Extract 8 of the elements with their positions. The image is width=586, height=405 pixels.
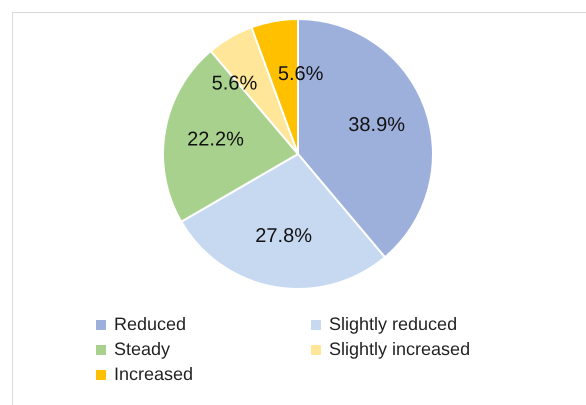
legend-label: Slightly reduced bbox=[328, 314, 458, 335]
data-label: 22.2% bbox=[187, 128, 244, 150]
data-label: 27.8% bbox=[255, 224, 312, 247]
legend-label: Slightly increased bbox=[328, 339, 472, 360]
legend-label: Reduced bbox=[113, 314, 188, 335]
legend-label: Increased bbox=[113, 364, 194, 385]
legend-label: Steady bbox=[113, 339, 172, 360]
data-label: 38.9% bbox=[348, 114, 406, 136]
